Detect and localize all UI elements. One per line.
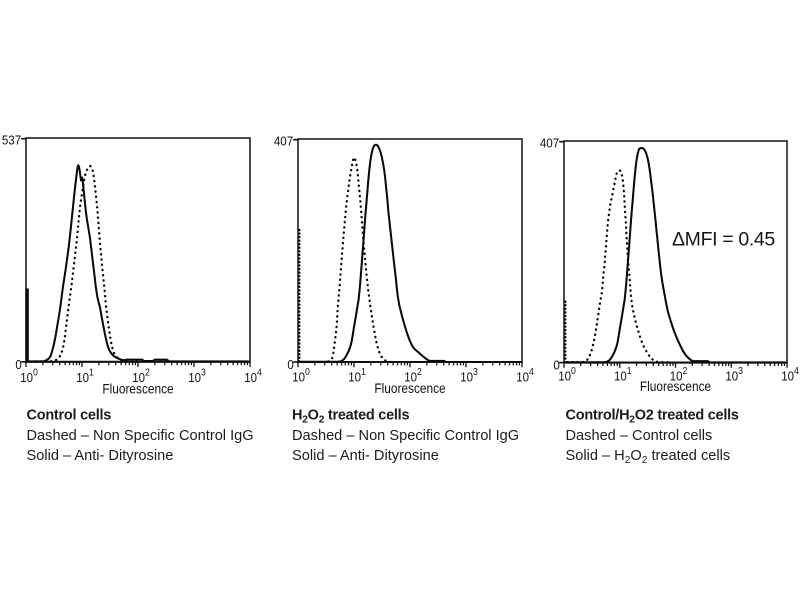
svg-text:0: 0	[553, 358, 560, 373]
svg-text:Control/H2O2 treated cells: Control/H2O2 treated cells	[566, 408, 739, 426]
svg-text:Control cells: Control cells	[27, 408, 112, 424]
svg-text:0: 0	[287, 357, 294, 372]
svg-text:ΔMFI = 0.45: ΔMFI = 0.45	[672, 229, 775, 251]
svg-text:407: 407	[274, 134, 293, 149]
svg-text:Solid – H2O2 treated cells: Solid – H2O2 treated cells	[566, 448, 731, 466]
svg-text:Fluorescence: Fluorescence	[102, 381, 173, 397]
svg-text:Fluorescence: Fluorescence	[640, 378, 711, 394]
svg-text:Dashed – Control cells: Dashed – Control cells	[566, 428, 713, 444]
svg-text:Dashed – Non Specific Control: Dashed – Non Specific Control IgG	[292, 428, 519, 444]
svg-text:Solid – Anti- Dityrosine: Solid – Anti- Dityrosine	[27, 448, 174, 464]
svg-text:0: 0	[15, 357, 22, 372]
svg-text:Solid – Anti- Dityrosine: Solid – Anti- Dityrosine	[292, 448, 439, 464]
svg-text:Fluorescence: Fluorescence	[374, 380, 445, 396]
svg-text:537: 537	[2, 133, 21, 148]
svg-text:407: 407	[540, 136, 559, 151]
svg-text:H2O2 treated cells: H2O2 treated cells	[292, 408, 409, 426]
svg-text:Dashed – Non Specific Control: Dashed – Non Specific Control IgG	[27, 428, 254, 444]
